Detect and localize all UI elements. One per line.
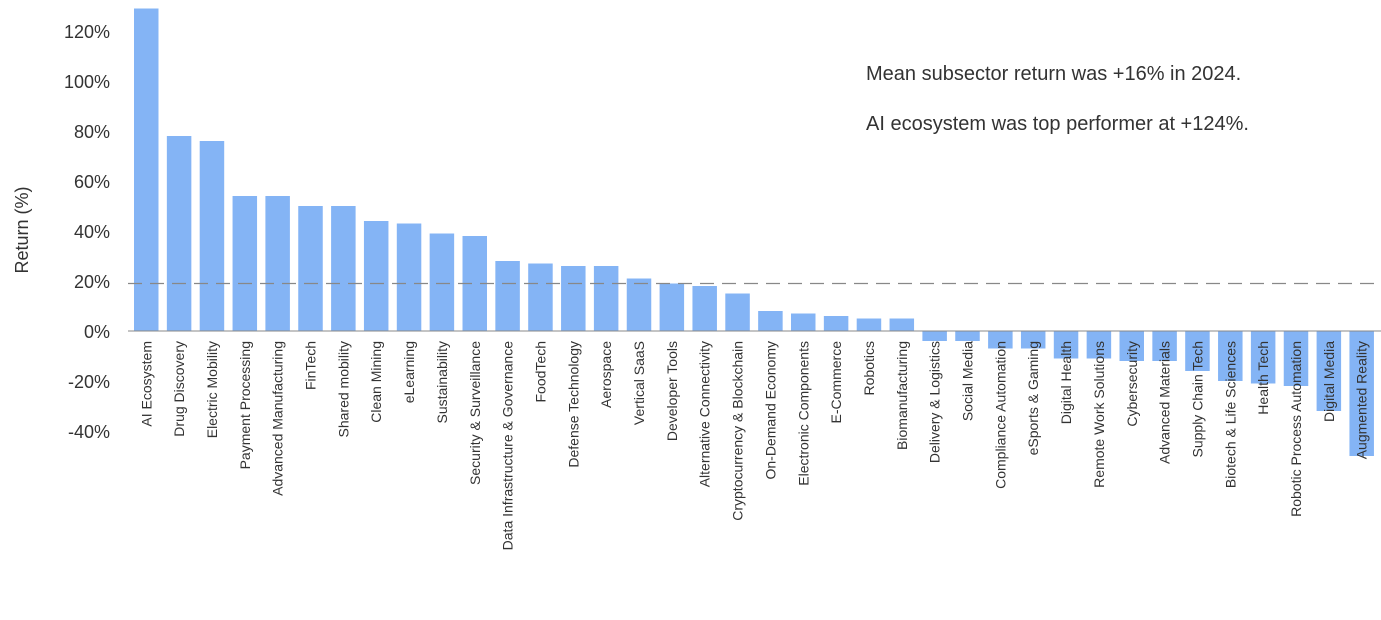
category-label: eSports & Gaming	[1025, 341, 1041, 455]
bar	[396, 223, 422, 331]
category-label: Cybersecurity	[1124, 341, 1140, 427]
category-label: Delivery & Logistics	[927, 341, 943, 463]
y-tick-label: 20%	[74, 272, 110, 292]
category-label: Vertical SaaS	[631, 341, 647, 425]
bar	[166, 136, 192, 331]
bar	[561, 266, 586, 331]
bar	[1119, 331, 1144, 361]
bar	[626, 278, 652, 331]
category-label: Security & Surveillance	[467, 341, 483, 485]
bar	[1316, 331, 1342, 411]
bar	[791, 313, 816, 331]
category-label: Augmented Reality	[1354, 341, 1370, 459]
category-label: AI Ecosystem	[138, 341, 154, 427]
category-label: Robotic Process Automation	[1288, 341, 1304, 517]
bar	[758, 311, 783, 331]
bar	[528, 263, 553, 331]
category-label: Digital Health	[1058, 341, 1074, 424]
bar-series	[134, 8, 1374, 456]
bar	[889, 318, 915, 331]
bar	[495, 261, 520, 331]
category-label: Drug Discovery	[171, 341, 187, 437]
y-tick-label: 40%	[74, 222, 110, 242]
category-label: Social Media	[960, 341, 976, 421]
bar	[134, 8, 159, 331]
category-label: Advanced Manufacturing	[270, 341, 286, 496]
annotation-top-performer: AI ecosystem was top performer at +124%.	[866, 113, 1249, 135]
category-label: Digital Media	[1321, 341, 1337, 422]
y-tick-label: -20%	[68, 372, 110, 392]
y-tick-label: 0%	[84, 322, 110, 342]
category-label: Developer Tools	[664, 341, 680, 441]
bar	[955, 331, 980, 341]
bar	[988, 331, 1013, 349]
bar	[659, 283, 685, 331]
bar	[1053, 331, 1079, 359]
category-label: Biomanufacturing	[894, 341, 910, 450]
category-label: Payment Processing	[237, 341, 253, 469]
bar	[1152, 331, 1177, 361]
bar	[1020, 331, 1046, 349]
category-label: Defense Technology	[565, 341, 581, 468]
category-label: Supply Chain Tech	[1189, 341, 1205, 457]
annotation-mean-return: Mean subsector return was +16% in 2024.	[866, 63, 1241, 85]
y-tick-label: 80%	[74, 122, 110, 142]
category-label: Robotics	[861, 341, 877, 395]
bar	[1218, 331, 1243, 381]
category-label: Shared mobility	[335, 341, 351, 438]
category-label: E-Commerce	[828, 341, 844, 424]
category-label: On-Demand Economy	[762, 341, 778, 480]
category-label: FoodTech	[532, 341, 548, 402]
bar	[1283, 331, 1309, 386]
category-label: Clean Mining	[368, 341, 384, 423]
category-label: Data Infrastructure & Governance	[500, 341, 516, 551]
bar	[232, 196, 258, 331]
bar	[1086, 331, 1112, 359]
category-label: Electronic Components	[795, 341, 811, 486]
bar	[922, 331, 947, 341]
y-tick-label: 120%	[64, 22, 110, 42]
bar	[298, 206, 323, 331]
category-label: Aerospace	[598, 341, 614, 408]
bar	[1349, 331, 1374, 456]
category-label: Sustainability	[434, 341, 450, 424]
y-tick-label: 100%	[64, 72, 110, 92]
category-label: FinTech	[303, 341, 319, 390]
category-label: Cryptocurrency & Blockchain	[730, 341, 746, 521]
bar	[823, 316, 849, 331]
category-label: eLearning	[401, 341, 417, 403]
category-label: Advanced Materials	[1157, 341, 1173, 464]
y-tick-label: -40%	[68, 422, 110, 442]
category-label: Compliance Automation	[992, 341, 1008, 489]
bar	[692, 286, 717, 331]
category-label: Alternative Connectivity	[697, 341, 713, 487]
category-label: Remote Work Solutions	[1091, 341, 1107, 488]
bar	[429, 233, 455, 331]
bar	[331, 206, 356, 331]
bar	[725, 293, 750, 331]
bar	[856, 318, 882, 331]
bar	[593, 266, 619, 331]
bar	[199, 141, 225, 331]
category-label: Health Tech	[1255, 341, 1271, 415]
category-label: Electric Mobility	[204, 341, 220, 438]
bar	[363, 221, 389, 331]
category-labels: AI Ecosystem Drug Discovery Electric Mobil…	[138, 341, 1369, 551]
category-label: Biotech & Life Sciences	[1222, 341, 1238, 488]
y-axis-ticks: -40% -20% 0% 20% 40% 60% 80% 100% 120%	[64, 22, 110, 442]
y-axis-title: Return (%)	[12, 186, 32, 273]
y-tick-label: 60%	[74, 172, 110, 192]
bar	[1185, 331, 1210, 371]
bar	[1250, 331, 1276, 384]
bar	[265, 196, 290, 331]
